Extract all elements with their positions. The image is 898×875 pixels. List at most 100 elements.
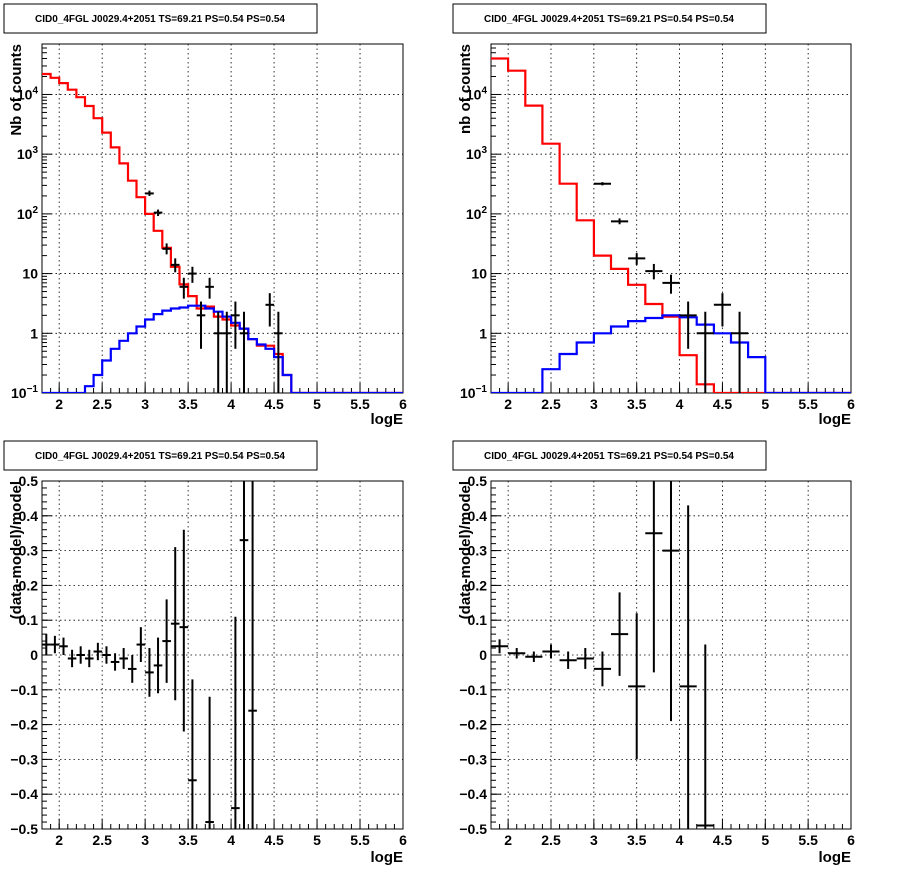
y-axis-title-3: (data-model)/model [8, 481, 25, 619]
residual-plot-right: 2 2.5 3 3.5 4 4.5 5 5.5 6 −0.5 −0.4 −0.3 −0.2 −0.1 0 0.… [459, 473, 855, 848]
x-tick-label: 3.5 [178, 832, 198, 848]
x-tick-label: 5 [313, 396, 321, 412]
pad-title-3: CID0_4FGL J0029.4+2051 TS=69.21 PS=0.54 … [35, 451, 285, 462]
y-tick-label: 103 [17, 145, 39, 162]
x-tick-label: 5.5 [798, 396, 818, 412]
x-tick-label: 3.5 [627, 832, 647, 848]
y-tick-label: −0.4 [459, 786, 487, 802]
pad-title-4: CID0_4FGL J0029.4+2051 TS=69.21 PS=0.54 … [484, 451, 734, 462]
y-tick-label: 1 [479, 325, 487, 341]
model-source-line [42, 304, 403, 393]
x-tick-label: 6 [847, 396, 855, 412]
x-tick-label: 5.5 [798, 832, 818, 848]
y-tick-label: 0.5 [468, 473, 488, 489]
model-total-line [42, 72, 403, 393]
model-total-line [491, 57, 851, 393]
x-tick-label: 4 [227, 832, 235, 848]
pad-title-box-1: CID0_4FGL J0029.4+2051 TS=69.21 PS=0.54 … [3, 3, 318, 34]
x-tick-label: 4.5 [264, 832, 284, 848]
pad-title-box-2: CID0_4FGL J0029.4+2051 TS=69.21 PS=0.54 … [452, 3, 767, 34]
x-tick-label: 6 [399, 832, 407, 848]
y-tick-label: −0.2 [10, 717, 38, 733]
x-tick-label: 3 [590, 832, 598, 848]
x-tick-label: 4 [227, 396, 235, 412]
pad-title-2: CID0_4FGL J0029.4+2051 TS=69.21 PS=0.54 … [484, 14, 734, 25]
pad-title-box-4: CID0_4FGL J0029.4+2051 TS=69.21 PS=0.54 … [452, 440, 767, 471]
plot-frame [490, 43, 852, 394]
x-tick-label: 5 [761, 396, 769, 412]
y-tick-label: 10 [471, 266, 487, 282]
plot-content [42, 481, 257, 829]
pad-title-1: CID0_4FGL J0029.4+2051 TS=69.21 PS=0.54 … [35, 14, 285, 25]
y-tick-label: 0 [479, 647, 487, 663]
y-tick-label: 0.1 [468, 612, 488, 628]
y-tick-label: 10 [22, 266, 38, 282]
y-tick-label: −0.3 [10, 751, 38, 767]
x-tick-label: 2 [504, 832, 512, 848]
x-axis-title-2: logE [819, 411, 852, 428]
y-tick-label: 10−1 [11, 384, 38, 401]
x-tick-label: 5.5 [350, 396, 370, 412]
spectrum-plot-right: 2 2.5 3 3.5 4 4.5 5 5.5 6 10−1 1 10 102 103 104 [460, 43, 855, 412]
y-tick-label: 0 [30, 647, 38, 663]
x-axis-title-1: logE [371, 411, 404, 428]
y-tick-label: −0.2 [459, 717, 487, 733]
y-tick-label: 103 [466, 145, 488, 162]
y-tick-label: −0.5 [10, 821, 38, 837]
y-tick-label: −0.5 [459, 821, 487, 837]
x-axis-title-3: logE [371, 849, 404, 866]
residual-plot-left: 2 2.5 3 3.5 4 4.5 5 5.5 6 −0.5 −0.4 −0.3 −0.2 −0.1 0 0.… [10, 473, 407, 848]
y-tick-label: 0.5 [19, 473, 39, 489]
x-tick-label: 3 [141, 832, 149, 848]
x-tick-label: 2 [504, 396, 512, 412]
y-tick-label: 102 [17, 205, 39, 222]
x-tick-label: 4 [676, 396, 684, 412]
plot-content [491, 481, 714, 829]
x-tick-label: 5 [761, 832, 769, 848]
y-tick-label: 10−1 [460, 384, 487, 401]
x-tick-label: 6 [847, 832, 855, 848]
plot-frame [41, 43, 404, 394]
y-tick-label: 0.1 [19, 612, 39, 628]
y-tick-label: 0.3 [19, 543, 39, 559]
x-tick-label: 5.5 [350, 832, 370, 848]
y-tick-label: 104 [17, 85, 39, 102]
pad-title-box-3: CID0_4FGL J0029.4+2051 TS=69.21 PS=0.54 … [3, 440, 318, 471]
plot-content [42, 72, 403, 393]
y-axis-title-2: nb of counts [457, 44, 474, 134]
x-tick-label: 4.5 [713, 832, 733, 848]
y-tick-label: −0.1 [459, 682, 487, 698]
y-tick-label: −0.4 [10, 786, 38, 802]
y-tick-label: 0.4 [19, 508, 39, 524]
x-tick-label: 2.5 [92, 832, 112, 848]
x-tick-label: 3.5 [627, 396, 647, 412]
y-tick-label: −0.1 [10, 682, 38, 698]
x-tick-label: 4.5 [713, 396, 733, 412]
plot-content [491, 57, 851, 393]
y-tick-label: 0.4 [468, 508, 488, 524]
y-tick-label: 0.2 [468, 577, 488, 593]
spectrum-plot-left: 2 2.5 3 3.5 4 4.5 5 5.5 6 10−1 1 10 102 103 104 [11, 43, 407, 412]
x-tick-label: 2.5 [541, 832, 561, 848]
x-tick-label: 4.5 [264, 396, 284, 412]
x-tick-label: 4 [676, 832, 684, 848]
y-tick-label: 0.2 [19, 577, 39, 593]
x-tick-label: 3.5 [178, 396, 198, 412]
x-tick-label: 3 [141, 396, 149, 412]
x-tick-label: 2 [55, 396, 63, 412]
y-axis-title-1: Nb of counts [8, 44, 25, 136]
x-tick-label: 2 [55, 832, 63, 848]
y-tick-label: 102 [466, 205, 488, 222]
x-tick-label: 2.5 [541, 396, 561, 412]
x-tick-label: 6 [399, 396, 407, 412]
y-tick-label: 104 [466, 85, 488, 102]
x-tick-label: 3 [590, 396, 598, 412]
y-tick-label: 0.3 [468, 543, 488, 559]
y-tick-label: −0.3 [459, 751, 487, 767]
y-tick-label: 1 [30, 325, 38, 341]
y-axis-title-4: (data-model)/model [457, 481, 474, 619]
model-source-line [491, 314, 851, 393]
x-tick-label: 2.5 [92, 396, 112, 412]
x-axis-title-4: logE [819, 849, 852, 866]
